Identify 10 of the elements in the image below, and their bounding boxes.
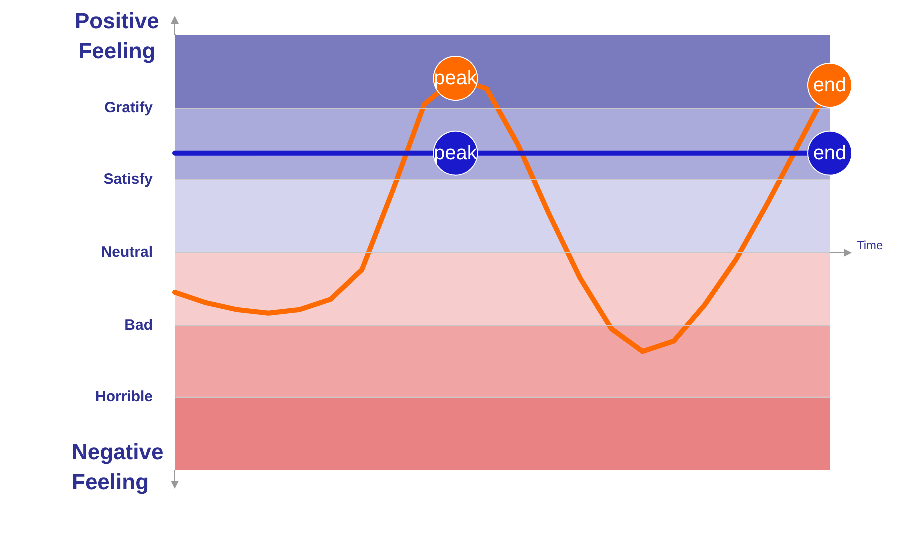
ref-line-label: Bad	[124, 317, 153, 334]
annotation: end	[813, 142, 847, 164]
x-axis-title: Time	[857, 238, 884, 252]
text: Negative Feeling	[72, 440, 164, 494]
annotation: end	[813, 74, 847, 96]
ref-line-label: Gratify	[104, 100, 154, 117]
y-axis-title: Positive Feeling	[74, 8, 160, 64]
ref-line-label: Satisfy	[104, 170, 154, 188]
ref-line-label: Neutral	[101, 244, 153, 261]
ref-line-label: Horrible	[95, 388, 153, 406]
